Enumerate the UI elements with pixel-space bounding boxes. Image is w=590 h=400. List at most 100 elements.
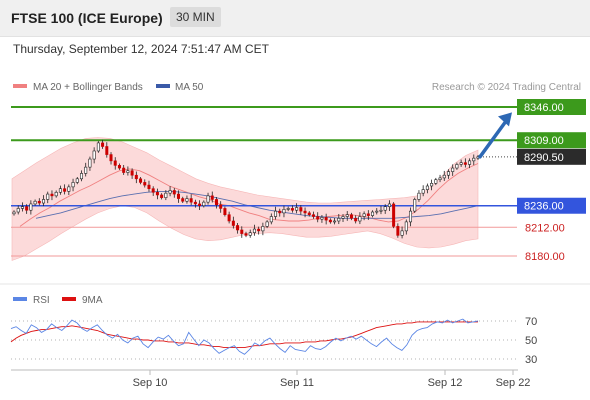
candle-down xyxy=(181,198,185,202)
candle-up xyxy=(79,173,83,180)
rsi-tick-label: 70 xyxy=(525,316,537,328)
candle-down xyxy=(130,170,134,176)
timeframe-badge[interactable]: 30 MIN xyxy=(170,7,221,27)
candle-up xyxy=(438,177,442,181)
candle-up xyxy=(88,158,92,168)
candle-up xyxy=(46,193,50,200)
forecast-arrow-shaft xyxy=(478,116,510,159)
candle-up xyxy=(379,209,383,212)
candle-up xyxy=(409,210,413,223)
candle-up xyxy=(442,174,446,179)
chart-datetime: Thursday, September 12, 2024 7:51:47 AM … xyxy=(13,42,269,56)
candle-down xyxy=(101,142,105,147)
pivot-value: 8236.00 xyxy=(524,201,564,213)
x-tick-label: Sep 10 xyxy=(133,377,168,389)
support-value: 8212.00 xyxy=(525,222,565,234)
candle-up xyxy=(185,198,189,202)
resistance-tag xyxy=(517,99,586,115)
candle-up xyxy=(202,201,206,207)
candle-down xyxy=(160,194,164,198)
candle-down xyxy=(63,188,67,192)
candle-up xyxy=(383,206,387,211)
candle-down xyxy=(214,199,218,206)
candle-down xyxy=(193,201,197,205)
candle-down xyxy=(109,154,113,162)
candle-down xyxy=(303,210,307,214)
candle-down xyxy=(50,193,54,197)
x-tick-label: Sep 22 xyxy=(496,377,531,389)
candle-up xyxy=(126,170,130,173)
candle-down xyxy=(463,162,467,165)
candle-down xyxy=(223,208,227,216)
rsi-legend-swatch xyxy=(13,297,27,301)
ma20-line xyxy=(19,163,479,227)
candle-up xyxy=(12,211,16,215)
candle-up xyxy=(345,214,349,217)
candle-up xyxy=(54,191,58,197)
resistance-value: 8346.00 xyxy=(524,102,564,114)
candle-up xyxy=(20,206,24,209)
candle-up xyxy=(265,221,269,227)
candle-up xyxy=(446,171,450,176)
candle-down xyxy=(147,184,151,189)
candle-down xyxy=(151,188,155,193)
bollinger-bands xyxy=(11,137,479,261)
candle-up xyxy=(67,186,71,192)
candle-down xyxy=(122,167,126,173)
candle-up xyxy=(468,160,472,165)
candle-down xyxy=(37,200,41,204)
candle-up xyxy=(387,203,391,207)
ma50-line xyxy=(35,190,479,219)
candle-down xyxy=(134,174,138,180)
candle-down xyxy=(25,206,29,211)
candle-up xyxy=(434,179,438,184)
chart-header: FTSE 100 (ICE Europe) 30 MIN xyxy=(0,0,590,37)
candle-up xyxy=(472,157,476,162)
candle-up xyxy=(404,221,408,232)
candle-up xyxy=(168,190,172,194)
ma9-legend-swatch xyxy=(62,297,76,301)
candle-up xyxy=(84,166,88,174)
candle-down xyxy=(219,204,223,209)
candle-up xyxy=(476,156,480,159)
candle-up xyxy=(371,211,375,216)
candle-up xyxy=(400,230,404,236)
moving-averages xyxy=(19,163,479,227)
candle-up xyxy=(341,216,345,219)
candle-up xyxy=(42,199,46,204)
level-tags: 8346.00 8309.00 8290.50 8236.00 8212.00 8180.… xyxy=(517,99,586,263)
candle-up xyxy=(337,218,341,222)
resistance-tag xyxy=(517,132,586,149)
candle-down xyxy=(366,213,370,216)
last-price-value: 8290.50 xyxy=(524,152,564,164)
candle-down xyxy=(231,220,235,226)
candle-down xyxy=(240,229,244,234)
candlesticks xyxy=(12,139,480,239)
candle-down xyxy=(143,182,147,186)
candle-down xyxy=(316,216,320,220)
candle-up xyxy=(71,182,75,188)
candle-up xyxy=(362,213,366,217)
rsi-tick-label: 30 xyxy=(525,354,537,366)
candle-up xyxy=(455,164,459,169)
rsi-panel: 30 50 70 xyxy=(10,316,537,366)
candle-down xyxy=(392,203,396,227)
candle-down xyxy=(113,160,117,166)
candle-down xyxy=(172,190,176,195)
candle-up xyxy=(261,226,265,232)
candle-up xyxy=(286,208,290,210)
candle-down xyxy=(177,193,181,199)
candle-down xyxy=(227,214,231,222)
ma20-legend-label: MA 20 + Bollinger Bands xyxy=(33,82,143,93)
candle-up xyxy=(269,216,273,223)
candle-down xyxy=(396,226,400,236)
candle-up xyxy=(274,210,278,217)
candle-up xyxy=(16,208,20,213)
candle-up xyxy=(164,192,168,198)
candle-up xyxy=(333,220,337,223)
rsi-line xyxy=(10,318,479,355)
ma50-legend-label: MA 50 xyxy=(175,82,204,93)
candle-down xyxy=(155,191,159,196)
candle-up xyxy=(413,199,417,212)
